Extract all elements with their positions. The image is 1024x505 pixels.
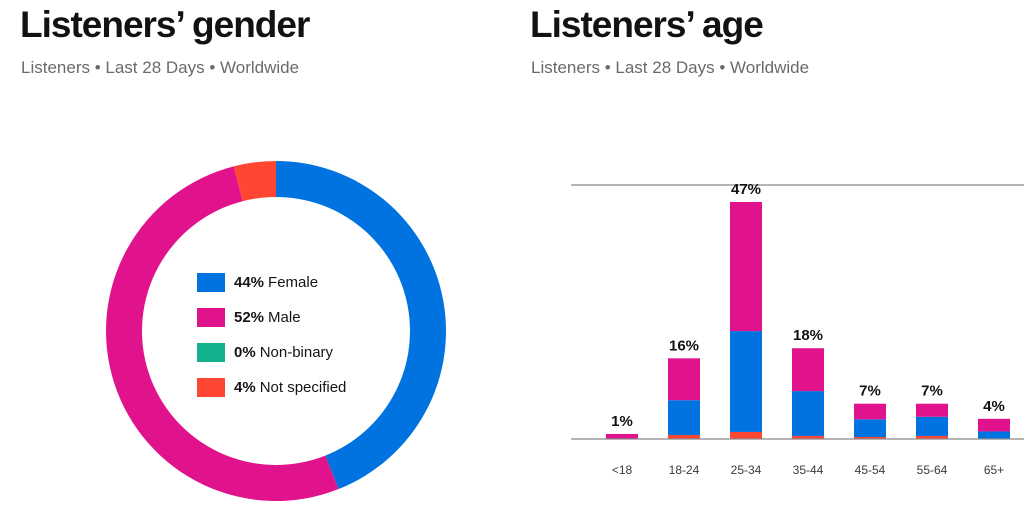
legend-label-male: Male: [268, 309, 301, 326]
gender-donut-chart: [106, 161, 446, 501]
x-tick-label: 45-54: [855, 463, 886, 477]
bar-segment-not-specified: [730, 431, 762, 439]
bar-segment-male: [730, 202, 762, 332]
bar-segment-male: [916, 403, 948, 417]
age-chart-title: Listeners’ age: [530, 4, 764, 45]
legend-value-non-binary: 0%: [234, 344, 256, 361]
legend-label-not-specified: Not specified: [259, 379, 347, 396]
bar-total-label: 18%: [793, 327, 823, 344]
bar-segment-male: [668, 358, 700, 401]
age-bar-chart: 1% <18 16% 18-24 47% 25-34 18% 35-44 7% 45-54 7% 55…: [571, 181, 1024, 477]
legend-swatch-male: [197, 308, 225, 327]
legend-item-male: 52% Male: [197, 300, 346, 335]
legend-swatch-non-binary: [197, 343, 225, 362]
bar-total-label: 4%: [983, 398, 1005, 415]
donut-slice-female: [276, 161, 446, 490]
bar-segment-female: [978, 431, 1010, 439]
age-chart-subtitle: Listeners • Last 28 Days • Worldwide: [531, 58, 810, 77]
legend-label-female: Female: [268, 274, 319, 291]
bar-segment-female: [916, 416, 948, 436]
legend-item-non-binary: 0% Non-binary: [197, 335, 346, 370]
legend-label-non-binary: Non-binary: [259, 344, 334, 361]
legend-value-male: 52%: [234, 309, 265, 326]
bar-segment-female: [730, 331, 762, 432]
bar-segment-not-specified: [668, 434, 700, 439]
legend-swatch-female: [197, 273, 225, 292]
bar-segment-female: [668, 400, 700, 435]
bar-total-label: 47%: [731, 181, 761, 198]
x-tick-label: <18: [612, 463, 633, 477]
legend-value-female: 44%: [234, 274, 265, 291]
legend-swatch-not-specified: [197, 378, 225, 397]
gender-chart-subtitle: Listeners • Last 28 Days • Worldwide: [21, 58, 300, 77]
legend-item-not-specified: 4% Not specified: [197, 370, 346, 405]
bar-segment-male: [792, 348, 824, 392]
bar-segment-female: [792, 391, 824, 436]
x-tick-label: 55-64: [917, 463, 948, 477]
legend-item-female: 44% Female: [197, 265, 346, 300]
bar-total-label: 16%: [669, 337, 699, 354]
bar-total-label: 1%: [611, 413, 633, 430]
legend-value-not-specified: 4%: [234, 379, 256, 396]
gender-legend: 44% Female 52% Male 0% Non-binary 4% Not…: [197, 265, 346, 405]
bar-segment-not-specified: [792, 435, 824, 439]
bar-segment-male: [854, 403, 886, 420]
bar-segment-not-specified: [854, 436, 886, 439]
x-tick-label: 35-44: [793, 463, 824, 477]
bar-segment-not-specified: [916, 435, 948, 439]
x-tick-label: 18-24: [669, 463, 700, 477]
bar-total-label: 7%: [859, 383, 881, 400]
donut-slice-not_specified: [233, 161, 276, 202]
x-tick-label: 65+: [984, 463, 1004, 477]
bar-segment-male: [606, 433, 638, 439]
x-tick-label: 25-34: [731, 463, 762, 477]
donut-slice-male: [106, 166, 339, 501]
bar-segment-female: [854, 419, 886, 437]
bar-total-label: 7%: [921, 383, 943, 400]
gender-chart-title: Listeners’ gender: [20, 4, 310, 45]
bar-segment-male: [978, 418, 1010, 432]
